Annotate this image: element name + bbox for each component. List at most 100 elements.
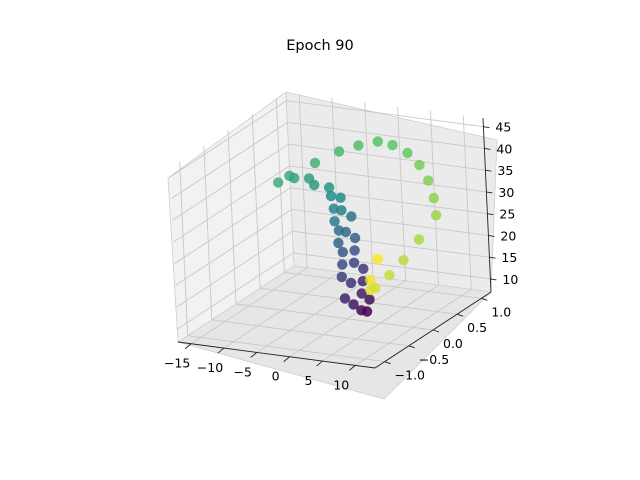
scatter-point [387,139,398,151]
scatter-point [365,274,376,286]
z-tick-label: 20 [500,228,516,243]
grid-line-z-left [172,143,289,221]
z-tick-label: 30 [498,185,514,200]
scatter-point [430,210,442,221]
grid-line-z-left [170,100,287,178]
x-tick-label: −5 [234,364,252,379]
x-tick-label: 0 [272,369,280,384]
grid-line-x-wall [364,102,374,277]
scatter-point [372,253,383,265]
scatter-point [349,232,361,244]
x-tick-label: 5 [304,373,312,388]
grid-line-z-left [174,187,291,265]
scatter-point [356,305,367,316]
y-tick-label: 1.0 [491,304,511,319]
tick-labels: −15 −10 −5 0 5 10 −1.0−0.50.0 0.5 1.0 10 15 20 25 30 3… [164,120,518,393]
grid-line-z-back [286,100,484,128]
scatter-point [337,259,348,270]
grid-line-y-wall [179,161,189,336]
scatter-point [370,282,381,294]
z-tick-mark [489,256,496,259]
scatter-point [323,182,335,193]
scatter-point [333,146,345,157]
grid-line-z-back [288,143,486,171]
y-tick-mark [384,361,391,365]
z-tick-label: 40 [496,141,512,156]
z-tick-label: 25 [499,207,515,222]
y-axis-line [374,291,492,369]
grid-line-z-back [293,252,491,280]
scatter-point [309,157,321,169]
scatter-point [335,192,346,203]
scatter-point [328,203,339,214]
y-tick-label: −1.0 [395,368,425,383]
z-tick-mark [488,235,495,237]
back-pane [285,91,498,293]
scatter-points [273,136,442,317]
scatter-point [414,159,425,171]
scatter-point [423,175,434,186]
y-tick-label: −0.5 [419,352,449,367]
y-tick-mark [457,313,464,317]
x-tick-label: −15 [164,356,190,371]
z-tick-mark [486,191,493,194]
grid-line-z-back [292,230,490,258]
scatter-point [348,257,360,268]
x-tick-mark [184,343,192,350]
scatter-point [329,216,340,227]
scatter-point [402,147,413,159]
z-tick-label: 15 [501,250,517,265]
z-axis-line [482,117,492,293]
scatter-point [428,192,439,204]
x-tick-mark [316,360,323,367]
z-tick-mark [487,213,494,216]
grid-line-y-wall [203,145,213,320]
z-tick-label: 10 [502,272,518,287]
y-tick-label: 0.0 [443,336,463,351]
grid-line-y-floor [260,287,458,315]
x-tick-mark [217,347,225,354]
x-tick-mark [250,352,258,358]
scatter-point [333,225,345,236]
grid-line-y-floor [187,335,385,363]
grid-line-y-floor [211,319,409,347]
scatter-point [333,237,344,249]
grid-line-z-back [290,187,488,215]
grid-line-z-back [287,122,485,149]
scatter-point [309,179,320,191]
grid-line-x-wall [397,106,407,281]
scatter-point [353,140,364,151]
grid-line-z-left [171,122,288,199]
grid-line-z-back [289,165,487,193]
grid-line-z-left [173,165,290,243]
x-tick-label: 10 [333,377,349,392]
scatter-point [337,246,348,258]
y-tick-label: 0.5 [467,320,487,335]
z-tick-label: 45 [495,120,511,135]
x-tick-mark [349,365,356,371]
grid-line-x-wall [298,93,308,268]
z-tick-mark [490,278,497,281]
y-tick-mark [481,297,488,301]
grid-line-z-back [291,209,489,236]
z-tick-mark [484,148,491,150]
z-tick-label: 35 [497,163,513,178]
scatter-point [289,172,300,184]
grid-lines [170,93,491,366]
grid-line-y-wall [227,129,237,305]
grid-line-z-left [177,252,294,330]
y-tick-mark [432,329,440,333]
z-tick-mark [485,169,492,172]
grid-line-y-floor [284,271,482,299]
scatter-point [413,234,425,245]
x-tick-mark [283,356,290,363]
scatter-point [325,190,337,202]
scatter-point [339,293,351,304]
scatter-point [384,269,395,281]
scatter-point [346,211,357,222]
scatter-point [358,263,369,274]
x-axis-line [177,341,376,369]
scatter-point [364,294,375,305]
scatter-point [349,245,360,256]
